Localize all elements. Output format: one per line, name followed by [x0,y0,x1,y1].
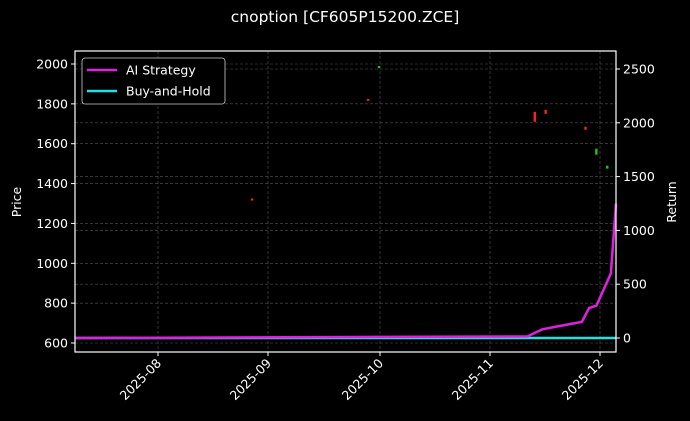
x-tick-label: 2025-10 [339,355,387,403]
y-right-tick-label: 500 [623,277,647,292]
chart-title: cnoption [CF605P15200.ZCE] [230,8,460,26]
y-tick-label: 1800 [36,96,68,111]
legend: AI Strategy Buy-and-Hold [81,57,226,105]
y-right-tick-label: 1000 [623,223,655,238]
y-tick-label: 600 [44,336,68,351]
y-tick-label: 1200 [36,216,68,231]
x-tick-label: 2025-09 [227,355,275,403]
y-axis-label: Price [9,186,24,217]
candle [595,148,598,155]
candle [544,109,547,114]
candle [377,65,381,68]
y-right-tick-label: 0 [623,331,631,346]
candlesticks [250,65,609,201]
candle [366,98,370,101]
candle [533,111,536,122]
candle [250,198,254,201]
y-right-tick-label: 2000 [623,115,655,130]
y-right-tick-label: 1500 [623,169,655,184]
legend-label: Buy-and-Hold [126,84,211,99]
series-line-ai-strategy [74,203,618,340]
y-tick-label: 1000 [36,256,68,271]
y-tick-label: 800 [44,296,68,311]
y-tick-label: 1600 [36,136,68,151]
y-tick-label: 1400 [36,176,68,191]
y-tick-label: 2000 [36,57,68,72]
y-right-tick-label: 2500 [623,62,655,77]
x-tick-label: 2025-08 [117,355,165,403]
candle [584,126,587,130]
plot-frame [74,50,617,353]
x-tick-label: 2025-11 [449,356,497,404]
y-right-axis-label: Return [664,181,679,222]
legend-label: AI Strategy [126,63,196,78]
candle [606,165,609,169]
x-tick-label: 2025-12 [559,356,607,404]
